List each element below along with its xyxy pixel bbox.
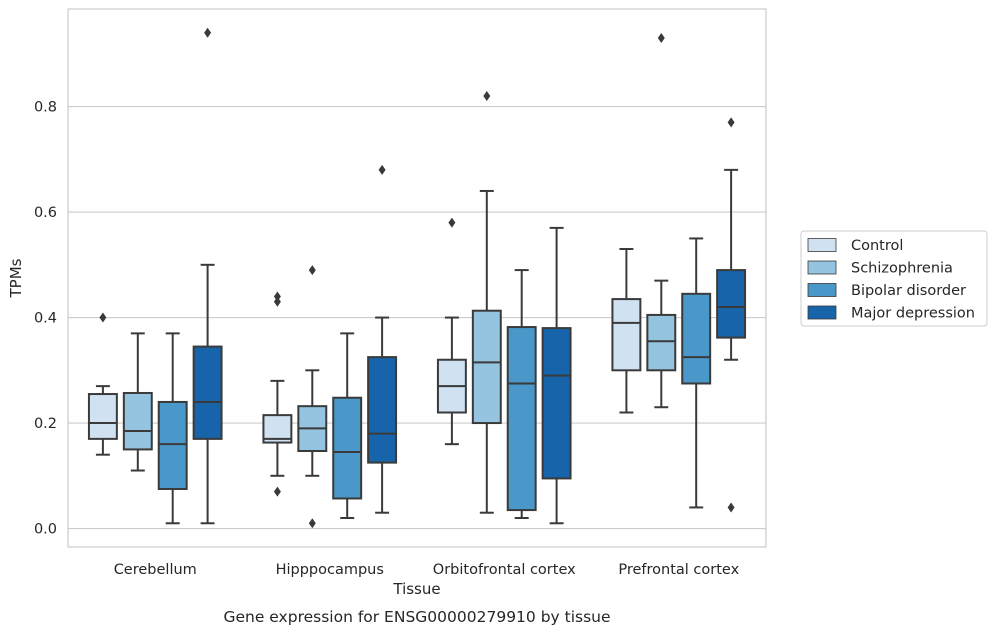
box — [716, 269, 747, 339]
box — [646, 313, 677, 372]
box-group — [506, 269, 537, 519]
box-group — [716, 117, 747, 513]
y-tick-label: 0.8 — [34, 100, 57, 116]
x-axis-ticks: Cerebellum Hipppocampus Orbitofrontal cort… — [114, 562, 740, 578]
box — [681, 292, 712, 385]
x-tick-label: Orbitofrontal cortex — [433, 562, 576, 578]
y-tick-label: 0.6 — [34, 205, 57, 221]
y-axis-label: TPMs — [7, 258, 25, 298]
legend-frame — [800, 230, 988, 327]
x-tick-label: Prefrontal cortex — [618, 562, 739, 578]
box — [192, 345, 223, 440]
box-group — [157, 332, 188, 525]
legend-swatch — [807, 283, 837, 297]
outlier-point — [273, 296, 281, 307]
x-axis-label: Tissue — [392, 580, 440, 598]
plot-frame — [67, 8, 767, 548]
box-group — [611, 247, 642, 414]
box-group — [541, 226, 572, 525]
box — [332, 396, 363, 500]
legend: Control Schizophrenia Bipolar disorder Majo… — [800, 230, 988, 327]
box — [506, 326, 537, 512]
box-group — [436, 217, 467, 446]
x-tick-label: Cerebellum — [114, 562, 197, 578]
y-tick-label: 0.4 — [34, 311, 57, 327]
box-group — [681, 237, 712, 509]
outlier-point — [727, 117, 735, 128]
box-group — [646, 33, 677, 409]
box-group — [262, 291, 293, 497]
outlier-point — [204, 27, 212, 38]
y-tick-label: 0.2 — [34, 416, 57, 432]
legend-entry: Major depression — [851, 306, 975, 322]
box — [611, 298, 642, 372]
box-group — [332, 332, 363, 519]
box-groups — [87, 27, 747, 529]
box-group — [367, 164, 398, 514]
outlier-point — [273, 486, 281, 497]
box-group — [87, 312, 118, 456]
box-group — [122, 332, 153, 472]
outlier-point — [99, 312, 107, 323]
box — [367, 356, 398, 464]
box-group — [471, 91, 502, 514]
outlier-point — [308, 518, 316, 529]
legend-entry: Bipolar disorder — [851, 283, 966, 299]
legend-entry: Control — [851, 238, 903, 254]
box-group — [192, 27, 223, 525]
outlier-point — [273, 291, 281, 302]
legend-swatch — [807, 305, 837, 320]
y-tick-label: 0.0 — [34, 522, 57, 538]
outlier-point — [727, 502, 735, 513]
x-tick-label: Hipppocampus — [276, 562, 384, 578]
outlier-point — [483, 91, 491, 102]
box — [157, 400, 188, 490]
box — [541, 327, 572, 480]
legend-entry: Schizophrenia — [851, 261, 953, 277]
y-axis-ticks: 0.0 0.2 0.4 0.6 0.8 — [34, 100, 57, 538]
box — [471, 309, 502, 425]
box — [87, 393, 118, 440]
outlier-point — [378, 164, 386, 175]
figure-caption: Gene expression for ENSG00000279910 by t… — [223, 608, 610, 626]
outlier-point — [657, 33, 665, 44]
legend-swatch — [807, 260, 837, 275]
outlier-point — [448, 217, 456, 228]
box-group — [297, 265, 328, 529]
outlier-point — [308, 265, 316, 276]
legend-swatch — [807, 238, 837, 252]
box — [122, 391, 153, 451]
